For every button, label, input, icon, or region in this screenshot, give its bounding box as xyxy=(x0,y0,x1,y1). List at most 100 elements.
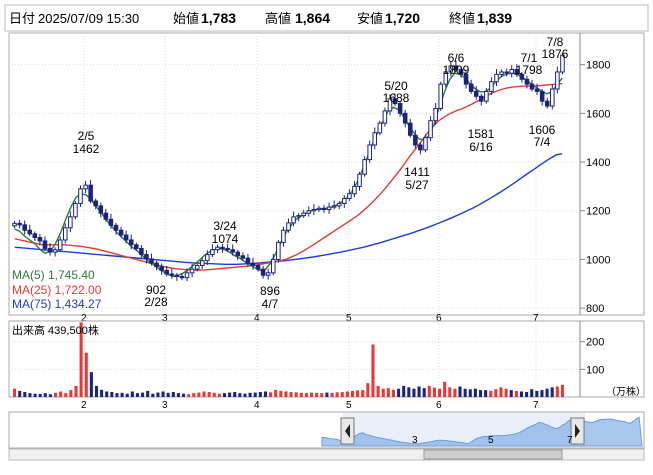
candle-body xyxy=(194,265,200,270)
volume-bar xyxy=(432,387,436,397)
volume-bar xyxy=(463,388,467,397)
date-label: 日付 xyxy=(9,11,35,26)
x-month-label: 5 xyxy=(346,400,352,411)
volume-bar xyxy=(361,390,365,397)
annotation-label: 2/28 xyxy=(144,295,168,309)
candle-body xyxy=(17,222,22,226)
volume-bar xyxy=(386,388,390,397)
scrollbar-thumb[interactable] xyxy=(423,449,563,460)
y-tick-label: 1000 xyxy=(586,254,610,266)
ma25-line xyxy=(14,82,563,271)
volume-bar xyxy=(376,385,380,397)
volume-bar xyxy=(135,393,139,397)
y-tick-label: 1800 xyxy=(586,60,610,72)
volume-bar xyxy=(340,392,344,397)
price-y-axis: 800 1000 1200 1400 1600 1800 xyxy=(579,33,610,315)
volume-bar xyxy=(468,389,472,397)
volume-bar xyxy=(519,391,524,397)
candle-body xyxy=(123,234,129,241)
volume-bar xyxy=(499,387,503,397)
volume-bar xyxy=(228,392,232,397)
volume-bar xyxy=(371,344,375,397)
candle-body xyxy=(103,212,109,220)
candle-body xyxy=(479,95,484,102)
candle-body xyxy=(296,215,301,218)
annotation-label: 1462 xyxy=(73,142,100,156)
candle-body xyxy=(544,100,550,107)
candle-body xyxy=(407,122,413,136)
open-label: 始値 xyxy=(173,11,199,26)
volume-bar xyxy=(64,393,68,397)
candle-body xyxy=(184,272,190,279)
annotation-label: 7/1 xyxy=(521,51,538,65)
candle-body xyxy=(550,88,555,107)
candle-body xyxy=(539,90,545,102)
candle-body xyxy=(154,262,159,268)
candle-body xyxy=(88,184,93,202)
volume-bar xyxy=(105,391,109,397)
volume-bar xyxy=(535,390,539,397)
horizontal-scrollbar[interactable] xyxy=(8,448,645,461)
volume-bar xyxy=(274,389,278,397)
volume-bar xyxy=(207,392,211,397)
volume-bar xyxy=(176,393,180,397)
volume-bar xyxy=(438,388,442,397)
navigator-left-handle[interactable] xyxy=(340,417,355,445)
range-navigator[interactable]: 3 5 7 xyxy=(8,411,645,449)
navigator-month-label: 7 xyxy=(567,435,573,446)
candle-body xyxy=(68,216,73,229)
candle-body xyxy=(352,185,357,195)
annotation-label: 1798 xyxy=(516,63,543,77)
annotation-label: 3/24 xyxy=(213,219,237,233)
legend-ma25: MA(25) 1,722.00 xyxy=(12,283,102,297)
candle-body xyxy=(423,137,428,151)
low-value: 1,720 xyxy=(385,10,420,26)
candle-body xyxy=(382,110,388,124)
navigator-right-handle[interactable] xyxy=(570,417,585,445)
volume-bar xyxy=(166,392,170,397)
volume-bar xyxy=(125,393,129,397)
high-label: 高値 xyxy=(265,11,291,26)
high-value: 1,864 xyxy=(295,10,330,26)
ma75-line xyxy=(14,153,563,265)
candle-body xyxy=(139,247,144,256)
annotation-label: 2/5 xyxy=(78,129,95,143)
candle-body xyxy=(342,198,347,204)
candle-body xyxy=(12,222,17,227)
y-tick-label: 1200 xyxy=(586,206,610,218)
annotation-label: 1876 xyxy=(542,47,569,61)
volume-bar xyxy=(545,388,549,397)
candle-body xyxy=(159,266,164,271)
volume-bar xyxy=(222,393,227,397)
volume-bar xyxy=(141,392,145,397)
candle-body xyxy=(301,212,306,217)
volume-bar xyxy=(89,372,93,397)
candle-body xyxy=(42,240,48,249)
volume-bar xyxy=(74,385,78,397)
volume-bar xyxy=(366,383,370,397)
date-value: 2025/07/09 15:30 xyxy=(38,11,139,26)
volume-y-tick-label: 200 xyxy=(586,337,604,349)
candle-body xyxy=(392,98,398,105)
y-tick-label: 1400 xyxy=(586,157,610,169)
volume-bar xyxy=(453,388,457,397)
candle-body xyxy=(179,275,185,279)
candle-body xyxy=(235,251,241,257)
volume-bar xyxy=(269,392,273,397)
candle-body xyxy=(47,247,53,253)
candle-body xyxy=(321,207,327,211)
volume-bar xyxy=(18,390,22,397)
volume-bar xyxy=(33,393,37,397)
x-month-label: 2 xyxy=(81,313,87,324)
volume-bar xyxy=(110,392,114,397)
navigator-selection[interactable] xyxy=(343,413,585,447)
volume-bar xyxy=(325,392,329,397)
volume-y-tick-label: 100 xyxy=(586,364,604,376)
volume-bar xyxy=(525,392,529,397)
candle-body xyxy=(78,188,83,204)
volume-bar xyxy=(320,393,324,397)
annotation-label: 7/4 xyxy=(534,135,551,149)
annotation-label: 1074 xyxy=(212,232,239,246)
annotation-label: 6/6 xyxy=(448,51,465,65)
